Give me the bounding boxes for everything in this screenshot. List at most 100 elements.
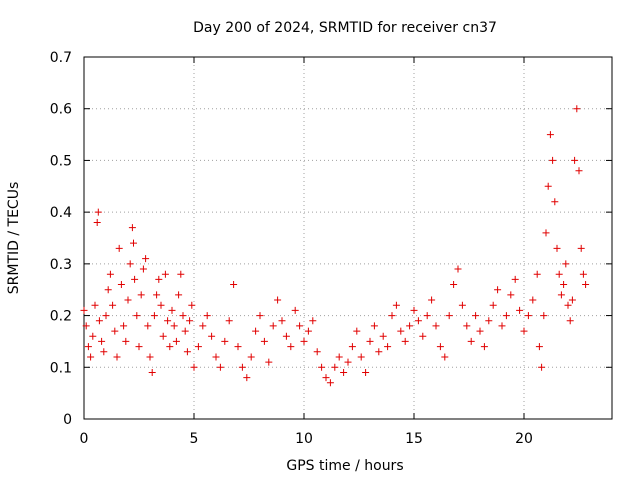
data-point	[166, 343, 174, 351]
data-point	[159, 332, 167, 340]
data-point	[357, 353, 365, 361]
data-point	[87, 353, 95, 361]
data-point	[507, 291, 515, 299]
data-point	[458, 301, 466, 309]
data-point	[379, 332, 387, 340]
data-point	[274, 296, 282, 304]
y-axis-title: SRMTID / TECUs	[6, 182, 22, 295]
data-point	[353, 327, 361, 335]
data-point	[287, 343, 295, 351]
data-point	[557, 291, 565, 299]
data-point	[326, 379, 334, 387]
data-point	[450, 281, 458, 289]
data-point	[432, 322, 440, 330]
data-point	[122, 337, 130, 345]
data-point	[562, 260, 570, 268]
data-point	[216, 363, 224, 371]
y-tick-labels: 0 0.1 0.2 0.3 0.4 0.5 0.6 0.7	[50, 50, 72, 428]
data-point	[291, 306, 299, 314]
x-tick-label: 20	[515, 431, 533, 447]
data-point	[208, 332, 216, 340]
y-tick-label: 0	[63, 412, 72, 428]
data-point	[555, 270, 563, 278]
data-point	[225, 317, 233, 325]
data-point	[161, 270, 169, 278]
data-point	[489, 301, 497, 309]
data-point	[102, 312, 110, 320]
data-point	[230, 281, 238, 289]
data-point	[100, 348, 108, 356]
data-point	[212, 353, 220, 361]
data-point	[564, 301, 572, 309]
data-point	[441, 353, 449, 361]
data-point	[529, 296, 537, 304]
data-point	[126, 260, 134, 268]
data-point	[480, 343, 488, 351]
data-point	[392, 301, 400, 309]
data-point	[579, 270, 587, 278]
data-point	[183, 348, 191, 356]
data-point	[494, 286, 502, 294]
data-point	[511, 275, 519, 283]
data-point	[582, 281, 590, 289]
data-point	[410, 306, 418, 314]
data-point	[401, 337, 409, 345]
data-point	[179, 312, 187, 320]
data-point	[348, 343, 356, 351]
data-point	[139, 265, 147, 273]
y-tick-label: 0.7	[50, 50, 72, 66]
data-point	[91, 301, 99, 309]
data-point	[309, 317, 317, 325]
data-point	[535, 343, 543, 351]
data-point	[170, 322, 178, 330]
data-point	[94, 208, 102, 216]
data-point	[137, 291, 145, 299]
data-point	[313, 348, 321, 356]
data-point	[560, 281, 568, 289]
y-tick-label: 0.2	[50, 309, 72, 325]
data-point	[542, 229, 550, 237]
data-point	[318, 363, 326, 371]
data-point	[111, 327, 119, 335]
data-point	[131, 275, 139, 283]
data-point	[463, 322, 471, 330]
data-point	[221, 337, 229, 345]
data-point	[265, 358, 273, 366]
data-point	[573, 105, 581, 113]
data-point	[502, 312, 510, 320]
data-point	[551, 198, 559, 206]
data-point	[544, 182, 552, 190]
data-point	[476, 327, 484, 335]
data-point	[419, 332, 427, 340]
data-point	[117, 281, 125, 289]
data-point	[144, 322, 152, 330]
data-point	[414, 317, 422, 325]
data-point	[247, 353, 255, 361]
y-tick-label: 0.4	[50, 205, 72, 221]
data-point	[454, 265, 462, 273]
data-point	[128, 224, 136, 232]
x-axis-title: GPS time / hours	[286, 458, 403, 474]
data-point	[498, 322, 506, 330]
data-point	[331, 363, 339, 371]
data-point	[260, 337, 268, 345]
data-point	[278, 317, 286, 325]
data-point	[190, 363, 198, 371]
data-point	[575, 167, 583, 175]
tick-layer	[83, 56, 612, 420]
data-point	[472, 312, 480, 320]
data-point	[520, 327, 528, 335]
data-point	[194, 343, 202, 351]
data-point	[397, 327, 405, 335]
x-tick-labels: 0 5 10 15 20	[80, 431, 533, 447]
data-point	[370, 322, 378, 330]
data-point	[153, 291, 161, 299]
data-point	[164, 317, 172, 325]
data-point	[516, 306, 524, 314]
data-point	[150, 312, 158, 320]
x-tick-label: 15	[405, 431, 423, 447]
data-point	[130, 239, 137, 247]
data-point	[546, 131, 554, 139]
data-point	[362, 368, 370, 376]
data-point	[467, 337, 475, 345]
